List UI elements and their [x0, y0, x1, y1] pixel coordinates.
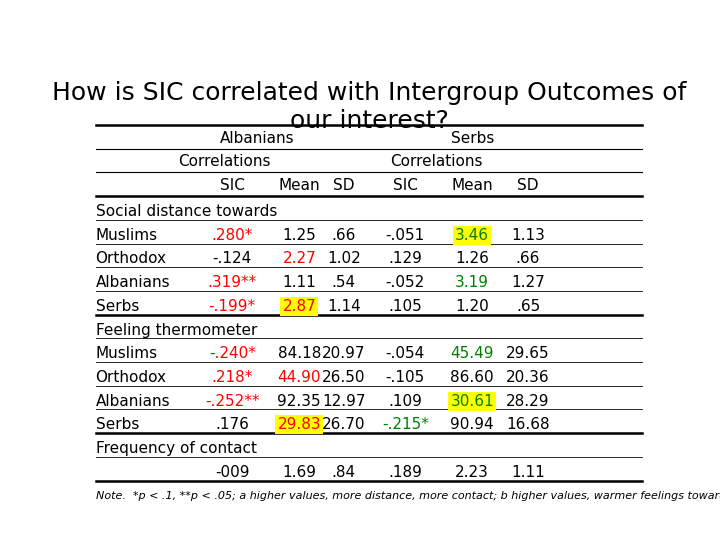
- Text: Serbs: Serbs: [451, 131, 494, 146]
- Text: SIC: SIC: [220, 178, 245, 193]
- Text: .66: .66: [516, 252, 540, 267]
- Text: 1.11: 1.11: [511, 465, 545, 480]
- Text: Muslims: Muslims: [96, 346, 158, 361]
- Text: Orthodox: Orthodox: [96, 370, 166, 385]
- Text: 86.60: 86.60: [451, 370, 494, 385]
- Text: Correlations: Correlations: [178, 154, 270, 170]
- Text: .105: .105: [388, 299, 422, 314]
- Text: 1.26: 1.26: [455, 252, 489, 267]
- Text: Frequency of contact: Frequency of contact: [96, 441, 256, 456]
- Text: 20.97: 20.97: [322, 346, 366, 361]
- Text: .65: .65: [516, 299, 540, 314]
- Text: 1.02: 1.02: [327, 252, 361, 267]
- Text: Albanians: Albanians: [96, 275, 170, 290]
- Text: 20.36: 20.36: [506, 370, 550, 385]
- Text: 28.29: 28.29: [506, 394, 550, 409]
- Text: .84: .84: [332, 465, 356, 480]
- Text: -.105: -.105: [386, 370, 425, 385]
- Text: 84.18: 84.18: [278, 346, 321, 361]
- Text: 26.70: 26.70: [322, 417, 366, 433]
- Text: -009: -009: [215, 465, 250, 480]
- Text: Correlations: Correlations: [390, 154, 482, 170]
- Text: .129: .129: [388, 252, 422, 267]
- Text: Mean: Mean: [279, 178, 320, 193]
- Text: 92.35: 92.35: [277, 394, 321, 409]
- Text: .218*: .218*: [212, 370, 253, 385]
- Text: 12.97: 12.97: [322, 394, 366, 409]
- Text: -.199*: -.199*: [209, 299, 256, 314]
- Text: Social distance towards: Social distance towards: [96, 204, 277, 219]
- Text: How is SIC correlated with Intergroup Outcomes of
our interest?: How is SIC correlated with Intergroup Ou…: [52, 82, 686, 133]
- Text: Feeling thermometer: Feeling thermometer: [96, 322, 257, 338]
- Text: Serbs: Serbs: [96, 417, 139, 433]
- Text: Muslims: Muslims: [96, 228, 158, 243]
- Text: 1.25: 1.25: [282, 228, 316, 243]
- Text: 2.87: 2.87: [282, 299, 316, 314]
- Text: -.240*: -.240*: [209, 346, 256, 361]
- Text: .280*: .280*: [212, 228, 253, 243]
- Text: Mean: Mean: [451, 178, 493, 193]
- Text: Orthodox: Orthodox: [96, 252, 166, 267]
- Text: 16.68: 16.68: [506, 417, 550, 433]
- Text: -.051: -.051: [386, 228, 425, 243]
- Text: .54: .54: [332, 275, 356, 290]
- Text: 30.61: 30.61: [451, 394, 494, 409]
- Text: Note.  *p < .1, **p < .05; a higher values, more distance, more contact; b highe: Note. *p < .1, **p < .05; a higher value…: [96, 491, 720, 501]
- Text: 90.94: 90.94: [451, 417, 494, 433]
- Text: 26.50: 26.50: [322, 370, 366, 385]
- Text: 45.49: 45.49: [451, 346, 494, 361]
- Text: SIC: SIC: [393, 178, 418, 193]
- Text: .319**: .319**: [207, 275, 257, 290]
- Text: Albanians: Albanians: [220, 131, 294, 146]
- Text: -.215*: -.215*: [382, 417, 428, 433]
- Text: 1.11: 1.11: [282, 275, 316, 290]
- Text: .176: .176: [215, 417, 249, 433]
- Text: 2.27: 2.27: [282, 252, 316, 267]
- Text: Serbs: Serbs: [96, 299, 139, 314]
- Text: .66: .66: [332, 228, 356, 243]
- Text: 44.90: 44.90: [277, 370, 321, 385]
- Text: SD: SD: [517, 178, 539, 193]
- Text: 1.69: 1.69: [282, 465, 316, 480]
- Text: .109: .109: [388, 394, 422, 409]
- Text: -.252**: -.252**: [205, 394, 259, 409]
- Text: 3.46: 3.46: [455, 228, 489, 243]
- Text: 2.23: 2.23: [455, 465, 489, 480]
- Text: 1.20: 1.20: [455, 299, 489, 314]
- Text: .189: .189: [388, 465, 422, 480]
- Text: SD: SD: [333, 178, 355, 193]
- Text: Albanians: Albanians: [96, 394, 170, 409]
- Text: -.052: -.052: [386, 275, 425, 290]
- Text: -.054: -.054: [386, 346, 425, 361]
- Text: 3.19: 3.19: [455, 275, 489, 290]
- Text: 29.65: 29.65: [506, 346, 550, 361]
- Text: 1.14: 1.14: [327, 299, 361, 314]
- Text: 1.27: 1.27: [511, 275, 545, 290]
- Text: 29.83: 29.83: [277, 417, 321, 433]
- Text: 1.13: 1.13: [511, 228, 545, 243]
- Text: -.124: -.124: [212, 252, 252, 267]
